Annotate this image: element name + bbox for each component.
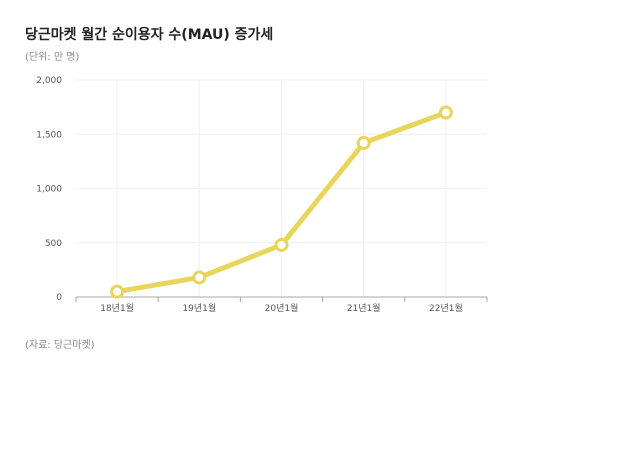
axes	[75, 296, 488, 302]
x-tick-label: 21년1월	[347, 302, 381, 314]
y-tick-label: 1,000	[36, 185, 62, 195]
y-tick-labels: 0 500 1,000 1,500 2,000	[36, 76, 62, 303]
unit-note: (단위: 만 명)	[25, 52, 80, 63]
x-tick-label: 18년1월	[100, 302, 134, 314]
y-tick-label: 1,500	[36, 130, 62, 140]
x-tick-labels: 18년1월 19년1월 20년1월 21년1월 22년1월	[100, 302, 463, 314]
y-tick-label: 500	[45, 239, 62, 249]
data-point	[438, 105, 453, 120]
data-point	[110, 284, 125, 299]
data-point	[192, 270, 207, 285]
x-tick-label: 19년1월	[182, 302, 216, 314]
data-point	[356, 135, 371, 150]
grid-lines	[76, 79, 487, 297]
chart-title: 당근마켓 월간 순이용자 수(MAU) 증가세	[25, 27, 274, 43]
source-note: (자료: 당근마켓)	[25, 340, 95, 351]
y-tick-label: 2,000	[36, 76, 62, 86]
x-tick-label: 20년1월	[265, 302, 299, 314]
y-tick-label: 0	[56, 293, 62, 303]
series-mau	[110, 105, 453, 299]
x-tick-label: 22년1월	[429, 302, 463, 314]
data-point	[274, 237, 289, 252]
